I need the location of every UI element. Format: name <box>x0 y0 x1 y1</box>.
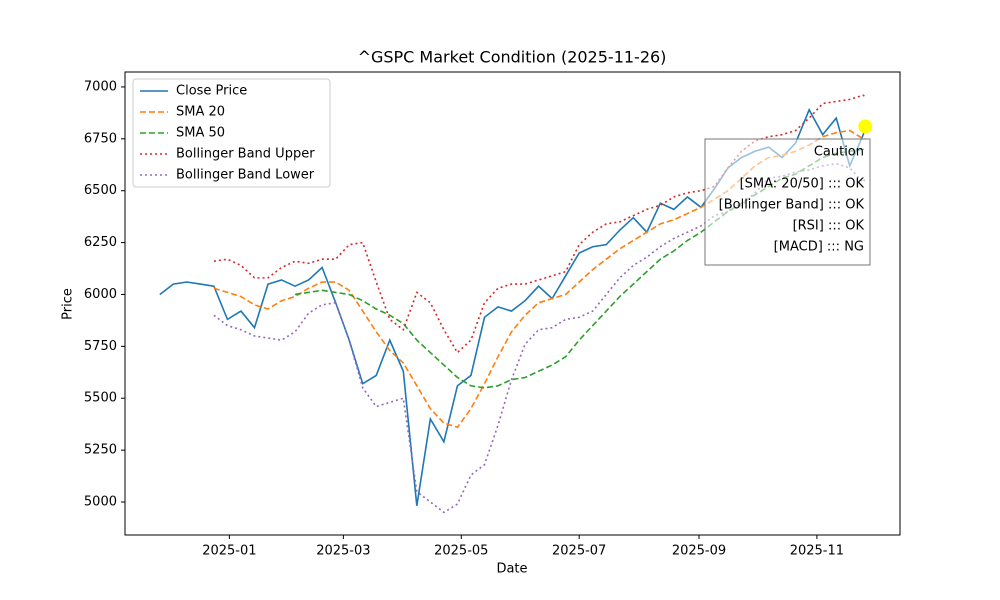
annotation-line: [Bollinger Band] ::: OK <box>719 198 865 213</box>
series-line <box>213 162 866 514</box>
x-tick-label: 2025-11 <box>790 544 844 559</box>
annotation-box <box>704 138 871 266</box>
y-tick-label: 5500 <box>84 391 117 406</box>
y-tick-label: 5250 <box>84 443 117 458</box>
series-line <box>213 94 866 354</box>
x-axis-label: Date <box>496 562 527 577</box>
x-tick-label: 2025-07 <box>552 544 606 559</box>
x-tick-label: 2025-01 <box>202 544 256 559</box>
chart-title: ^GSPC Market Condition (2025-11-26) <box>358 48 667 67</box>
legend-label: SMA 20 <box>176 105 225 120</box>
y-tick-label: 6000 <box>84 287 117 302</box>
y-tick-label: 6250 <box>84 235 117 250</box>
y-tick-label: 6750 <box>84 131 117 146</box>
legend-label: SMA 50 <box>176 126 225 141</box>
legend-box <box>132 78 331 188</box>
y-axis-label: Price <box>61 288 76 320</box>
legend-label: Close Price <box>176 84 247 99</box>
legend-label: Bollinger Band Lower <box>176 168 315 183</box>
y-tick-label: 6500 <box>84 183 117 198</box>
y-tick-label: 5000 <box>84 495 117 510</box>
x-tick-label: 2025-05 <box>434 544 488 559</box>
last-point <box>858 119 873 134</box>
x-tick-label: 2025-09 <box>672 544 726 559</box>
annotation-line: [MACD] ::: NG <box>774 240 864 255</box>
x-tick-label: 2025-03 <box>316 544 370 559</box>
y-tick-label: 5750 <box>84 339 117 354</box>
legend-label: Bollinger Band Upper <box>176 147 315 162</box>
annotation-line: [RSI] ::: OK <box>793 219 865 234</box>
annotation-title: Caution <box>814 145 864 160</box>
annotation-line: [SMA: 20/50] ::: OK <box>740 177 865 192</box>
plot-frame <box>124 71 901 536</box>
y-tick-label: 7000 <box>84 79 117 94</box>
